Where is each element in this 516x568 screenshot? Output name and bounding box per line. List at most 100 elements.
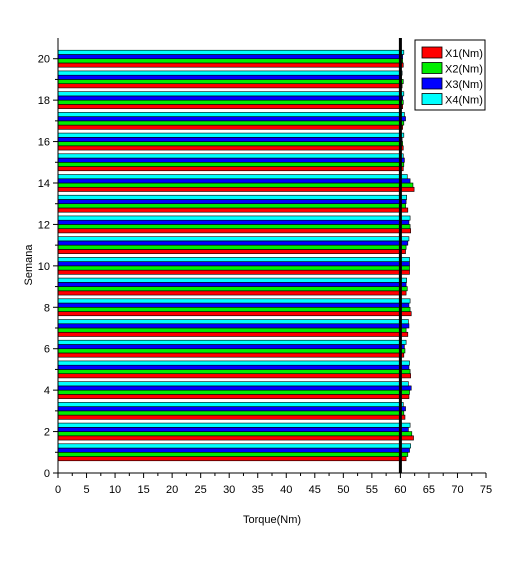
bar-semana-4-x4nm bbox=[57, 381, 409, 387]
bar-semana-8-x2nm bbox=[57, 306, 411, 312]
y-tick-label: 6 bbox=[44, 344, 50, 356]
bar-semana-4-x1nm bbox=[57, 394, 410, 399]
legend-swatch bbox=[421, 77, 443, 90]
bar-semana-19-x1nm bbox=[57, 83, 403, 89]
bar-semana-3-x1nm bbox=[57, 414, 406, 420]
bar-semana-13-x2nm bbox=[57, 203, 406, 209]
x-tick-label: 55 bbox=[366, 484, 378, 496]
bar-semana-7-x1nm bbox=[57, 331, 409, 337]
bar-semana-12-x2nm bbox=[57, 224, 411, 229]
bar-semana-15-x4nm bbox=[57, 153, 404, 159]
bar-semana-15-x1nm bbox=[57, 166, 404, 172]
legend-label: X1(Nm) bbox=[445, 48, 483, 60]
bar-semana-11-x2nm bbox=[57, 244, 407, 250]
bar-semana-3-x3nm bbox=[57, 406, 406, 412]
bar-semana-18-x4nm bbox=[57, 91, 405, 97]
bar-semana-7-x2nm bbox=[57, 327, 407, 333]
bar-semana-6-x1nm bbox=[57, 352, 405, 358]
bar-semana-20-x1nm bbox=[57, 62, 404, 68]
bar-semana-11-x3nm bbox=[57, 240, 409, 246]
bar-semana-8-x4nm bbox=[57, 298, 411, 304]
legend-label: X4(Nm) bbox=[445, 95, 483, 107]
y-tick-label: 18 bbox=[38, 95, 50, 107]
bar-semana-1-x1nm bbox=[57, 456, 407, 462]
x-tick-label: 25 bbox=[195, 484, 207, 496]
bar-semana-20-x3nm bbox=[57, 54, 403, 60]
bar-semana-18-x2nm bbox=[57, 99, 404, 105]
bar-semana-12-x4nm bbox=[57, 215, 411, 221]
bar-semana-14-x3nm bbox=[57, 178, 411, 184]
bar-semana-13-x3nm bbox=[57, 199, 407, 205]
bar-semana-7-x3nm bbox=[57, 323, 410, 329]
bar-semana-10-x1nm bbox=[57, 269, 410, 275]
legend-swatch bbox=[421, 93, 443, 105]
bar-semana-18-x1nm bbox=[57, 104, 403, 109]
bar-semana-8-x3nm bbox=[57, 302, 410, 308]
x-tick-label: 70 bbox=[451, 484, 463, 496]
bar-semana-10-x4nm bbox=[57, 257, 410, 262]
x-tick-label: 65 bbox=[423, 484, 435, 496]
x-tick-label: 75 bbox=[480, 484, 492, 496]
bar-semana-17-x4nm bbox=[57, 112, 405, 117]
bar-semana-14-x2nm bbox=[57, 182, 414, 188]
x-tick-label: 60 bbox=[394, 484, 406, 496]
bar-semana-16-x2nm bbox=[57, 141, 403, 147]
bar-semana-16-x4nm bbox=[57, 132, 405, 138]
bar-semana-2-x2nm bbox=[57, 431, 413, 437]
legend: X1(Nm) X2(Nm) X3(Nm) X4(Nm) bbox=[414, 39, 486, 111]
bar-semana-3-x2nm bbox=[57, 410, 405, 416]
bar-semana-5-x4nm bbox=[57, 360, 410, 366]
bar-semana-1-x3nm bbox=[57, 447, 410, 453]
bar-semana-19-x3nm bbox=[57, 74, 402, 80]
bar-semana-19-x2nm bbox=[57, 79, 404, 84]
legend-swatch bbox=[421, 46, 443, 59]
bar-semana-11-x4nm bbox=[57, 236, 410, 242]
bar-semana-13-x4nm bbox=[57, 194, 407, 200]
y-tick-label: 10 bbox=[38, 261, 50, 273]
bar-semana-14-x4nm bbox=[57, 174, 408, 180]
x-tick-label: 20 bbox=[166, 484, 178, 496]
y-tick-label: 4 bbox=[44, 385, 50, 397]
bar-semana-8-x1nm bbox=[57, 311, 412, 317]
y-tick-label: 0 bbox=[44, 468, 50, 480]
bar-semana-7-x4nm bbox=[57, 319, 409, 325]
x-tick-label: 15 bbox=[137, 484, 149, 496]
x-tick-label: 45 bbox=[309, 484, 321, 496]
bar-semana-9-x4nm bbox=[57, 277, 407, 283]
y-tick-label: 16 bbox=[38, 137, 50, 149]
bar-semana-12-x3nm bbox=[57, 219, 410, 225]
x-tick-label: 50 bbox=[337, 484, 349, 496]
bar-semana-2-x4nm bbox=[57, 422, 411, 428]
x-tick-label: 40 bbox=[280, 484, 292, 496]
bar-semana-11-x1nm bbox=[57, 249, 406, 254]
bar-semana-2-x3nm bbox=[57, 427, 409, 432]
x-tick-label: 10 bbox=[109, 484, 121, 496]
legend-label: X2(Nm) bbox=[445, 64, 483, 76]
bar-semana-2-x1nm bbox=[57, 435, 414, 441]
bar-semana-17-x3nm bbox=[57, 116, 406, 122]
bar-semana-1-x4nm bbox=[57, 443, 411, 449]
bar-semana-4-x3nm bbox=[57, 385, 412, 391]
bar-semana-3-x4nm bbox=[57, 402, 404, 407]
bar-semana-16-x1nm bbox=[57, 145, 404, 151]
bar-semana-6-x3nm bbox=[57, 344, 405, 350]
bar-semana-15-x2nm bbox=[57, 161, 405, 167]
bars-layer bbox=[57, 49, 415, 462]
legend-label: X3(Nm) bbox=[445, 79, 483, 91]
bar-semana-1-x2nm bbox=[57, 451, 409, 457]
x-tick-label: 30 bbox=[223, 484, 235, 496]
y-tick-label: 14 bbox=[38, 178, 50, 190]
bar-semana-5-x1nm bbox=[57, 373, 411, 379]
bar-semana-17-x2nm bbox=[57, 120, 405, 126]
bar-semana-5-x3nm bbox=[57, 364, 410, 370]
bar-semana-17-x1nm bbox=[57, 124, 403, 130]
bar-semana-13-x1nm bbox=[57, 207, 409, 213]
bar-semana-14-x1nm bbox=[57, 186, 415, 192]
bar-semana-10-x3nm bbox=[57, 261, 410, 267]
bar-semana-6-x2nm bbox=[57, 348, 406, 354]
x-axis-title: Torque(Nm) bbox=[243, 514, 301, 526]
bar-semana-19-x4nm bbox=[57, 70, 403, 76]
y-tick-label: 2 bbox=[44, 427, 50, 439]
y-tick-label: 20 bbox=[38, 54, 50, 66]
